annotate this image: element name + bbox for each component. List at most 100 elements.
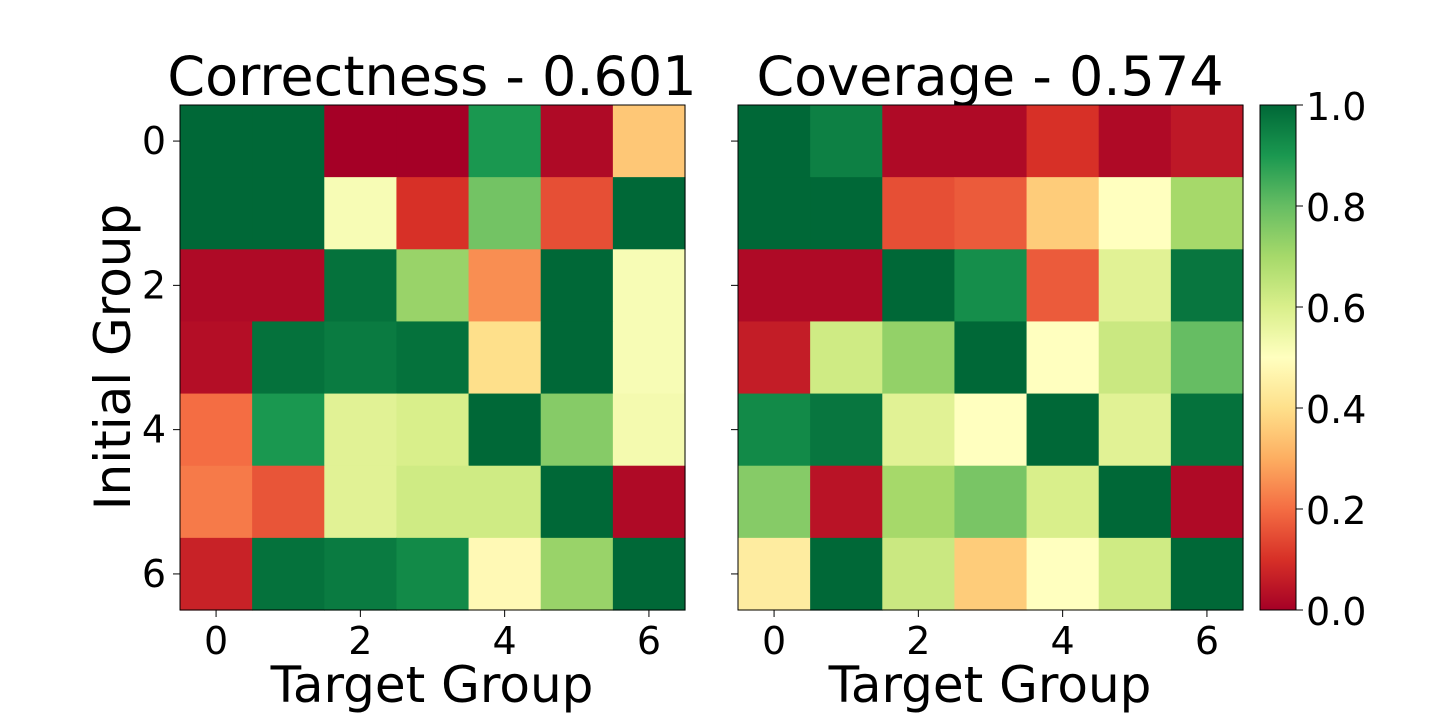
correctness-cell-r5-c4 xyxy=(468,465,542,539)
correctness-cell-r1-c1 xyxy=(252,177,325,250)
correctness-y-axis-label: Initial Group xyxy=(84,204,142,510)
correctness-frame xyxy=(179,104,686,611)
correctness-cell-r0-c5 xyxy=(540,105,614,178)
coverage-title: Coverage - 0.574 xyxy=(756,45,1223,108)
correctness-cell-r1-c2 xyxy=(324,177,398,250)
colorbar-tick-label: 0.8 xyxy=(1306,186,1366,230)
coverage-cell-r5-c0 xyxy=(738,465,811,539)
correctness-cell-r6-c3 xyxy=(396,537,470,611)
coverage-cell-r1-c2 xyxy=(882,177,956,250)
coverage-cell-r4-c5 xyxy=(1098,393,1172,467)
correctness-cell-r3-c2 xyxy=(324,321,398,395)
coverage-cell-r5-c1 xyxy=(810,465,883,539)
correctness-cell-r4-c4 xyxy=(468,393,542,467)
correctness-title: Correctness - 0.601 xyxy=(167,45,696,108)
colorbar-tick-label: 0.6 xyxy=(1306,287,1366,331)
coverage-cell-r3-c1 xyxy=(810,321,883,395)
colorbar-ticks: 0.0 0.2 0.4 0.6 0.8 1.0 xyxy=(1296,85,1366,634)
coverage-cell-r6-c1 xyxy=(810,537,883,611)
correctness-cell-r2-c3 xyxy=(396,249,470,323)
coverage-cell-r4-c2 xyxy=(882,393,956,467)
coverage-x-axis-label: Target Group xyxy=(828,656,1152,714)
correctness-cell-r1-c3 xyxy=(396,177,470,250)
correctness-cell-r5-c6 xyxy=(612,465,686,539)
coverage-cell-r5-c3 xyxy=(954,465,1028,539)
correctness-cell-r6-c1 xyxy=(252,537,325,611)
correctness-cell-r2-c2 xyxy=(324,249,398,323)
correctness-cell-r5-c1 xyxy=(252,465,325,539)
correctness-cell-r3-c5 xyxy=(540,321,614,395)
coverage-cell-r1-c6 xyxy=(1170,177,1244,250)
colorbar-gradient xyxy=(1260,105,1296,610)
colorbar-tick-label: 0.0 xyxy=(1306,590,1366,634)
coverage-x-ticks: 0 2 4 6 xyxy=(762,610,1219,663)
correctness-cell-r4-c3 xyxy=(396,393,470,467)
coverage-cell-r5-c5 xyxy=(1098,465,1172,539)
correctness-y-tick-label: 0 xyxy=(142,119,166,163)
coverage-cell-r6-c5 xyxy=(1098,537,1172,611)
correctness-cell-r2-c5 xyxy=(540,249,614,323)
correctness-cell-r4-c6 xyxy=(612,393,686,467)
correctness-cell-r6-c0 xyxy=(180,537,253,611)
correctness-cell-r5-c5 xyxy=(540,465,614,539)
correctness-y-tick-label: 6 xyxy=(142,552,166,596)
coverage-cell-r2-c6 xyxy=(1170,249,1244,323)
correctness-y-tick-label: 4 xyxy=(142,408,166,452)
coverage-cell-r4-c3 xyxy=(954,393,1028,467)
coverage-x-tick-label: 6 xyxy=(1195,619,1219,663)
coverage-cell-r3-c5 xyxy=(1098,321,1172,395)
colorbar: 0.0 0.2 0.4 0.6 0.8 1.0 xyxy=(1259,85,1366,634)
coverage-cell-r2-c4 xyxy=(1026,249,1100,323)
colorbar-tick-label: 0.4 xyxy=(1306,388,1366,432)
coverage-cells xyxy=(738,105,1244,611)
correctness-cell-r4-c5 xyxy=(540,393,614,467)
correctness-x-ticks: 0 2 4 6 xyxy=(204,610,661,663)
coverage-cell-r1-c0 xyxy=(738,177,811,250)
coverage-cell-r0-c0 xyxy=(738,105,811,178)
coverage-cell-r3-c3 xyxy=(954,321,1028,395)
coverage-cell-r5-c4 xyxy=(1026,465,1100,539)
coverage-x-tick-label: 4 xyxy=(1051,619,1075,663)
correctness-cell-r2-c1 xyxy=(252,249,325,323)
coverage-cell-r6-c6 xyxy=(1170,537,1244,611)
correctness-cell-r0-c1 xyxy=(252,105,325,178)
coverage-cell-r0-c1 xyxy=(810,105,883,178)
coverage-cell-r2-c0 xyxy=(738,249,811,323)
correctness-cell-r6-c5 xyxy=(540,537,614,611)
coverage-cell-r3-c6 xyxy=(1170,321,1244,395)
coverage-x-tick-label: 2 xyxy=(906,619,930,663)
correctness-cell-r0-c4 xyxy=(468,105,542,178)
colorbar-frame xyxy=(1259,104,1297,611)
coverage-cell-r3-c4 xyxy=(1026,321,1100,395)
correctness-cell-r2-c0 xyxy=(180,249,253,323)
correctness-cell-r1-c0 xyxy=(180,177,253,250)
coverage-cell-r6-c4 xyxy=(1026,537,1100,611)
coverage-cell-r0-c6 xyxy=(1170,105,1244,178)
correctness-cell-r2-c6 xyxy=(612,249,686,323)
correctness-cells xyxy=(180,105,686,611)
correctness-cell-r3-c6 xyxy=(612,321,686,395)
coverage-cell-r3-c2 xyxy=(882,321,956,395)
correctness-cell-r4-c0 xyxy=(180,393,253,467)
correctness-cell-r0-c3 xyxy=(396,105,470,178)
correctness-x-tick-label: 2 xyxy=(348,619,372,663)
correctness-x-tick-label: 6 xyxy=(637,619,661,663)
correctness-heatmap: Correctness - 0.601 0 2 4 6 0 2 4 6 Target Gro… xyxy=(84,45,697,714)
coverage-cell-r6-c3 xyxy=(954,537,1028,611)
colorbar-tick-label: 0.2 xyxy=(1306,489,1366,533)
colorbar-tick-label: 1.0 xyxy=(1306,85,1366,129)
coverage-frame xyxy=(737,104,1244,611)
coverage-cell-r2-c5 xyxy=(1098,249,1172,323)
coverage-cell-r4-c6 xyxy=(1170,393,1244,467)
correctness-y-tick-label: 2 xyxy=(142,263,166,307)
coverage-cell-r3-c0 xyxy=(738,321,811,395)
correctness-cell-r6-c6 xyxy=(612,537,686,611)
coverage-cell-r4-c4 xyxy=(1026,393,1100,467)
coverage-cell-r2-c3 xyxy=(954,249,1028,323)
coverage-cell-r4-c1 xyxy=(810,393,883,467)
coverage-cell-r1-c5 xyxy=(1098,177,1172,250)
coverage-cell-r1-c3 xyxy=(954,177,1028,250)
correctness-cell-r0-c0 xyxy=(180,105,253,178)
correctness-cell-r1-c6 xyxy=(612,177,686,250)
